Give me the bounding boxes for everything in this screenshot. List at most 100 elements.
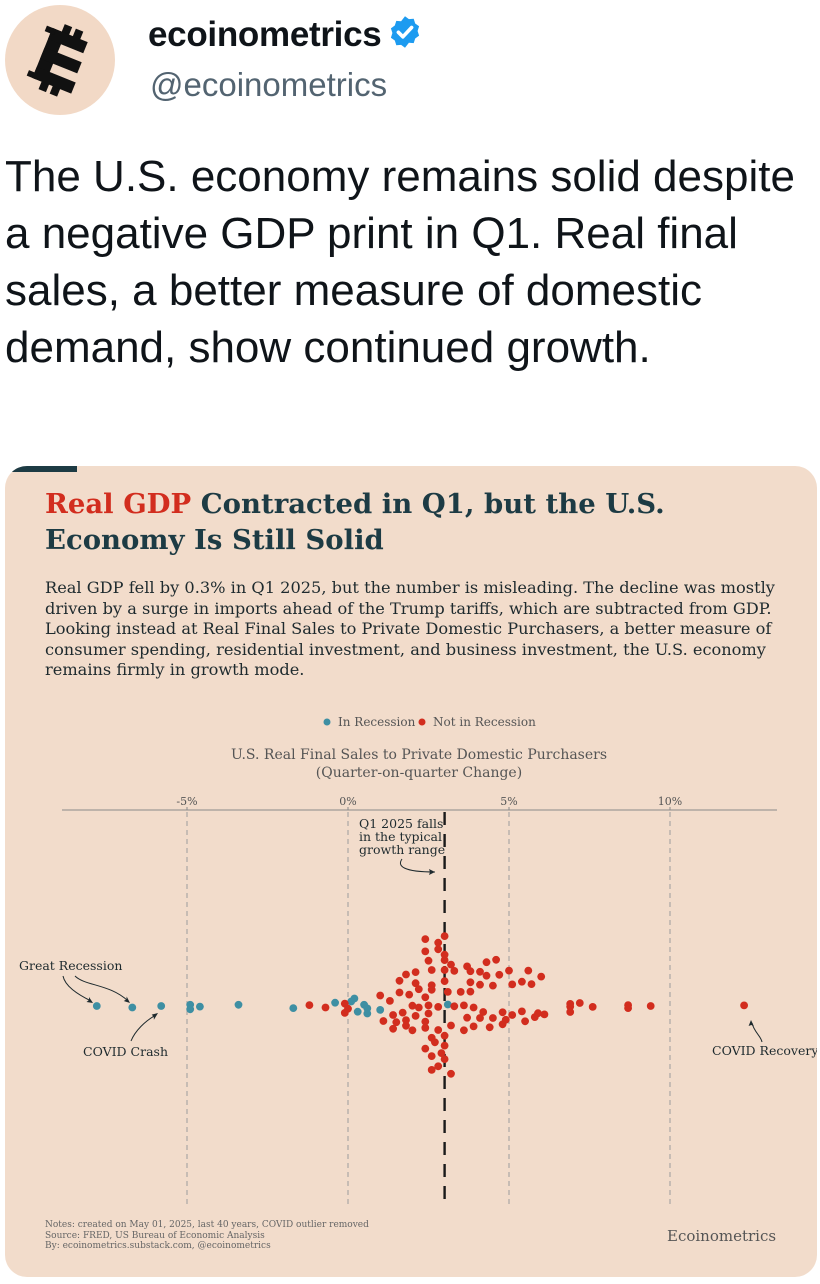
chart-card[interactable]: Real GDP Contracted in Q1, but the U.S. … xyxy=(5,466,817,1277)
data-point-not-recession xyxy=(411,979,420,988)
annotations: Q1 2025 falls in the typical growth rang… xyxy=(19,816,817,1059)
data-point-not-recession xyxy=(537,972,546,981)
data-point-not-recession xyxy=(450,967,459,975)
data-point-not-recession xyxy=(405,990,414,999)
data-point-not-recession xyxy=(469,1022,478,1031)
annotation-covid-crash-arrowhead xyxy=(151,1013,158,1020)
data-point-not-recession xyxy=(646,1002,655,1010)
data-point-not-recession xyxy=(479,1008,488,1016)
data-point-not-recession xyxy=(424,1009,433,1018)
verified-badge-icon xyxy=(391,16,420,48)
data-point-not-recession xyxy=(456,988,465,996)
annotation-q1-line1: Q1 2025 falls xyxy=(359,816,443,831)
data-point-not-recession xyxy=(440,1055,449,1063)
data-point-not-recession xyxy=(421,1044,430,1053)
data-point-not-recession xyxy=(421,935,430,943)
annotation-q1-arrow xyxy=(400,858,436,873)
data-point-not-recession xyxy=(421,1024,430,1032)
legend: In Recession Not in Recession xyxy=(323,715,536,729)
data-point-not-recession xyxy=(463,962,471,971)
data-point-not-recession xyxy=(389,1024,397,1033)
data-point-not-recession xyxy=(476,967,484,976)
data-point-not-recession xyxy=(414,985,423,994)
x-tick-label: 5% xyxy=(500,795,517,808)
display-name[interactable]: ecoinometrics xyxy=(148,14,423,55)
data-point-not-recession xyxy=(540,1010,549,1019)
handle[interactable]: @ecoinometrics xyxy=(150,66,388,103)
data-point-recession xyxy=(443,1000,452,1009)
data-point-not-recession xyxy=(392,1018,401,1027)
data-point-not-recession xyxy=(434,1062,443,1071)
data-point-not-recession xyxy=(440,1041,449,1050)
avatar[interactable] xyxy=(5,5,115,115)
data-point-not-recession xyxy=(434,945,443,954)
data-point-recession xyxy=(376,1006,385,1014)
data-point-recession xyxy=(128,1003,137,1012)
data-point-not-recession xyxy=(447,1021,455,1030)
data-point-not-recession xyxy=(476,1014,484,1022)
data-point-not-recession xyxy=(427,1066,436,1074)
data-point-recession xyxy=(363,1009,372,1018)
data-point-not-recession xyxy=(440,932,449,940)
data-point-not-recession xyxy=(447,960,455,969)
data-point-recession xyxy=(157,1002,166,1010)
data-point-not-recession xyxy=(427,966,436,974)
source-line: Source: FRED, US Bureau of Economic Anal… xyxy=(45,1230,265,1241)
data-point-not-recession xyxy=(482,958,491,967)
annotation-covid-recovery-arrowhead xyxy=(748,1020,754,1027)
data-point-not-recession xyxy=(505,966,513,975)
data-point-recession xyxy=(353,1007,362,1016)
data-point-not-recession xyxy=(440,977,449,985)
x-tick-label: 0% xyxy=(339,795,356,808)
data-point-recession xyxy=(234,1000,243,1009)
data-point-recession xyxy=(331,998,339,1007)
chart-inner-subtitle: (Quarter-on-quarter Change) xyxy=(316,765,522,781)
data-point-not-recession xyxy=(440,956,449,964)
data-point-recession xyxy=(350,994,359,1003)
data-point-not-recession xyxy=(421,993,430,1002)
legend-swatch-recession xyxy=(323,718,331,726)
data-point-not-recession xyxy=(624,1004,632,1012)
annotation-covid-crash-arrow xyxy=(130,1014,157,1042)
data-point-not-recession xyxy=(508,1011,517,1019)
legend-label-not-recession: Not in Recession xyxy=(433,715,536,729)
data-point-recession xyxy=(92,1002,101,1010)
card-accent-bar xyxy=(5,466,77,472)
data-point-not-recession xyxy=(395,988,404,997)
chart-title-rest: Contracted in Q1, but the U.S. Economy I… xyxy=(45,488,665,556)
chart-subtitle: Real GDP fell by 0.3% in Q1 2025, but th… xyxy=(45,578,775,679)
data-point-not-recession xyxy=(527,980,536,988)
data-point-not-recession xyxy=(460,1026,468,1035)
data-point-not-recession xyxy=(521,1017,529,1026)
data-point-not-recession xyxy=(518,1007,526,1016)
annotation-great-recession-arrowhead-1 xyxy=(86,997,93,1003)
data-point-not-recession xyxy=(740,1001,748,1010)
chart-title: Real GDP Contracted in Q1, but the U.S. … xyxy=(45,486,785,558)
data-point-not-recession xyxy=(424,956,433,965)
annotation-covid-crash: COVID Crash xyxy=(83,1044,168,1059)
legend-swatch-not-recession xyxy=(418,718,426,726)
annotation-great-recession-arrowhead-2 xyxy=(123,996,130,1003)
x-tick-label: -5% xyxy=(176,795,197,808)
annotation-q1-arrowhead xyxy=(429,869,435,875)
data-point-not-recession xyxy=(566,1000,575,1008)
data-point-not-recession xyxy=(489,981,497,990)
data-point-not-recession xyxy=(434,1026,443,1034)
annotation-q1-line2: in the typical xyxy=(359,829,442,844)
data-point-not-recession xyxy=(524,966,533,975)
data-point-not-recession xyxy=(466,978,475,987)
data-point-not-recession xyxy=(498,1008,507,1017)
data-point-not-recession xyxy=(434,1003,443,1011)
byline: By: ecoinometrics.substack.com, @ecoinom… xyxy=(45,1241,271,1251)
data-point-not-recession xyxy=(305,1001,314,1009)
data-point-not-recession xyxy=(440,966,449,974)
data-point-not-recession xyxy=(421,1017,430,1026)
bitcoin-logo-icon xyxy=(26,24,88,97)
data-point-not-recession xyxy=(398,1008,407,1017)
legend-label-recession: In Recession xyxy=(338,715,416,729)
data-point-not-recession xyxy=(575,999,584,1007)
data-point-not-recession xyxy=(408,1026,417,1035)
data-point-recession xyxy=(289,1004,298,1012)
data-point-not-recession xyxy=(395,976,404,985)
data-point-not-recession xyxy=(402,970,410,979)
